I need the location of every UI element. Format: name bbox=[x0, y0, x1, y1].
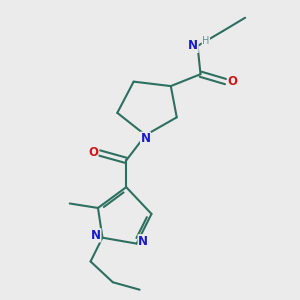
Text: N: N bbox=[140, 132, 151, 145]
Text: N: N bbox=[188, 40, 198, 52]
Text: H: H bbox=[202, 36, 210, 46]
Text: O: O bbox=[227, 75, 237, 88]
Text: O: O bbox=[88, 146, 98, 160]
Text: N: N bbox=[138, 235, 148, 248]
Text: N: N bbox=[91, 229, 101, 242]
